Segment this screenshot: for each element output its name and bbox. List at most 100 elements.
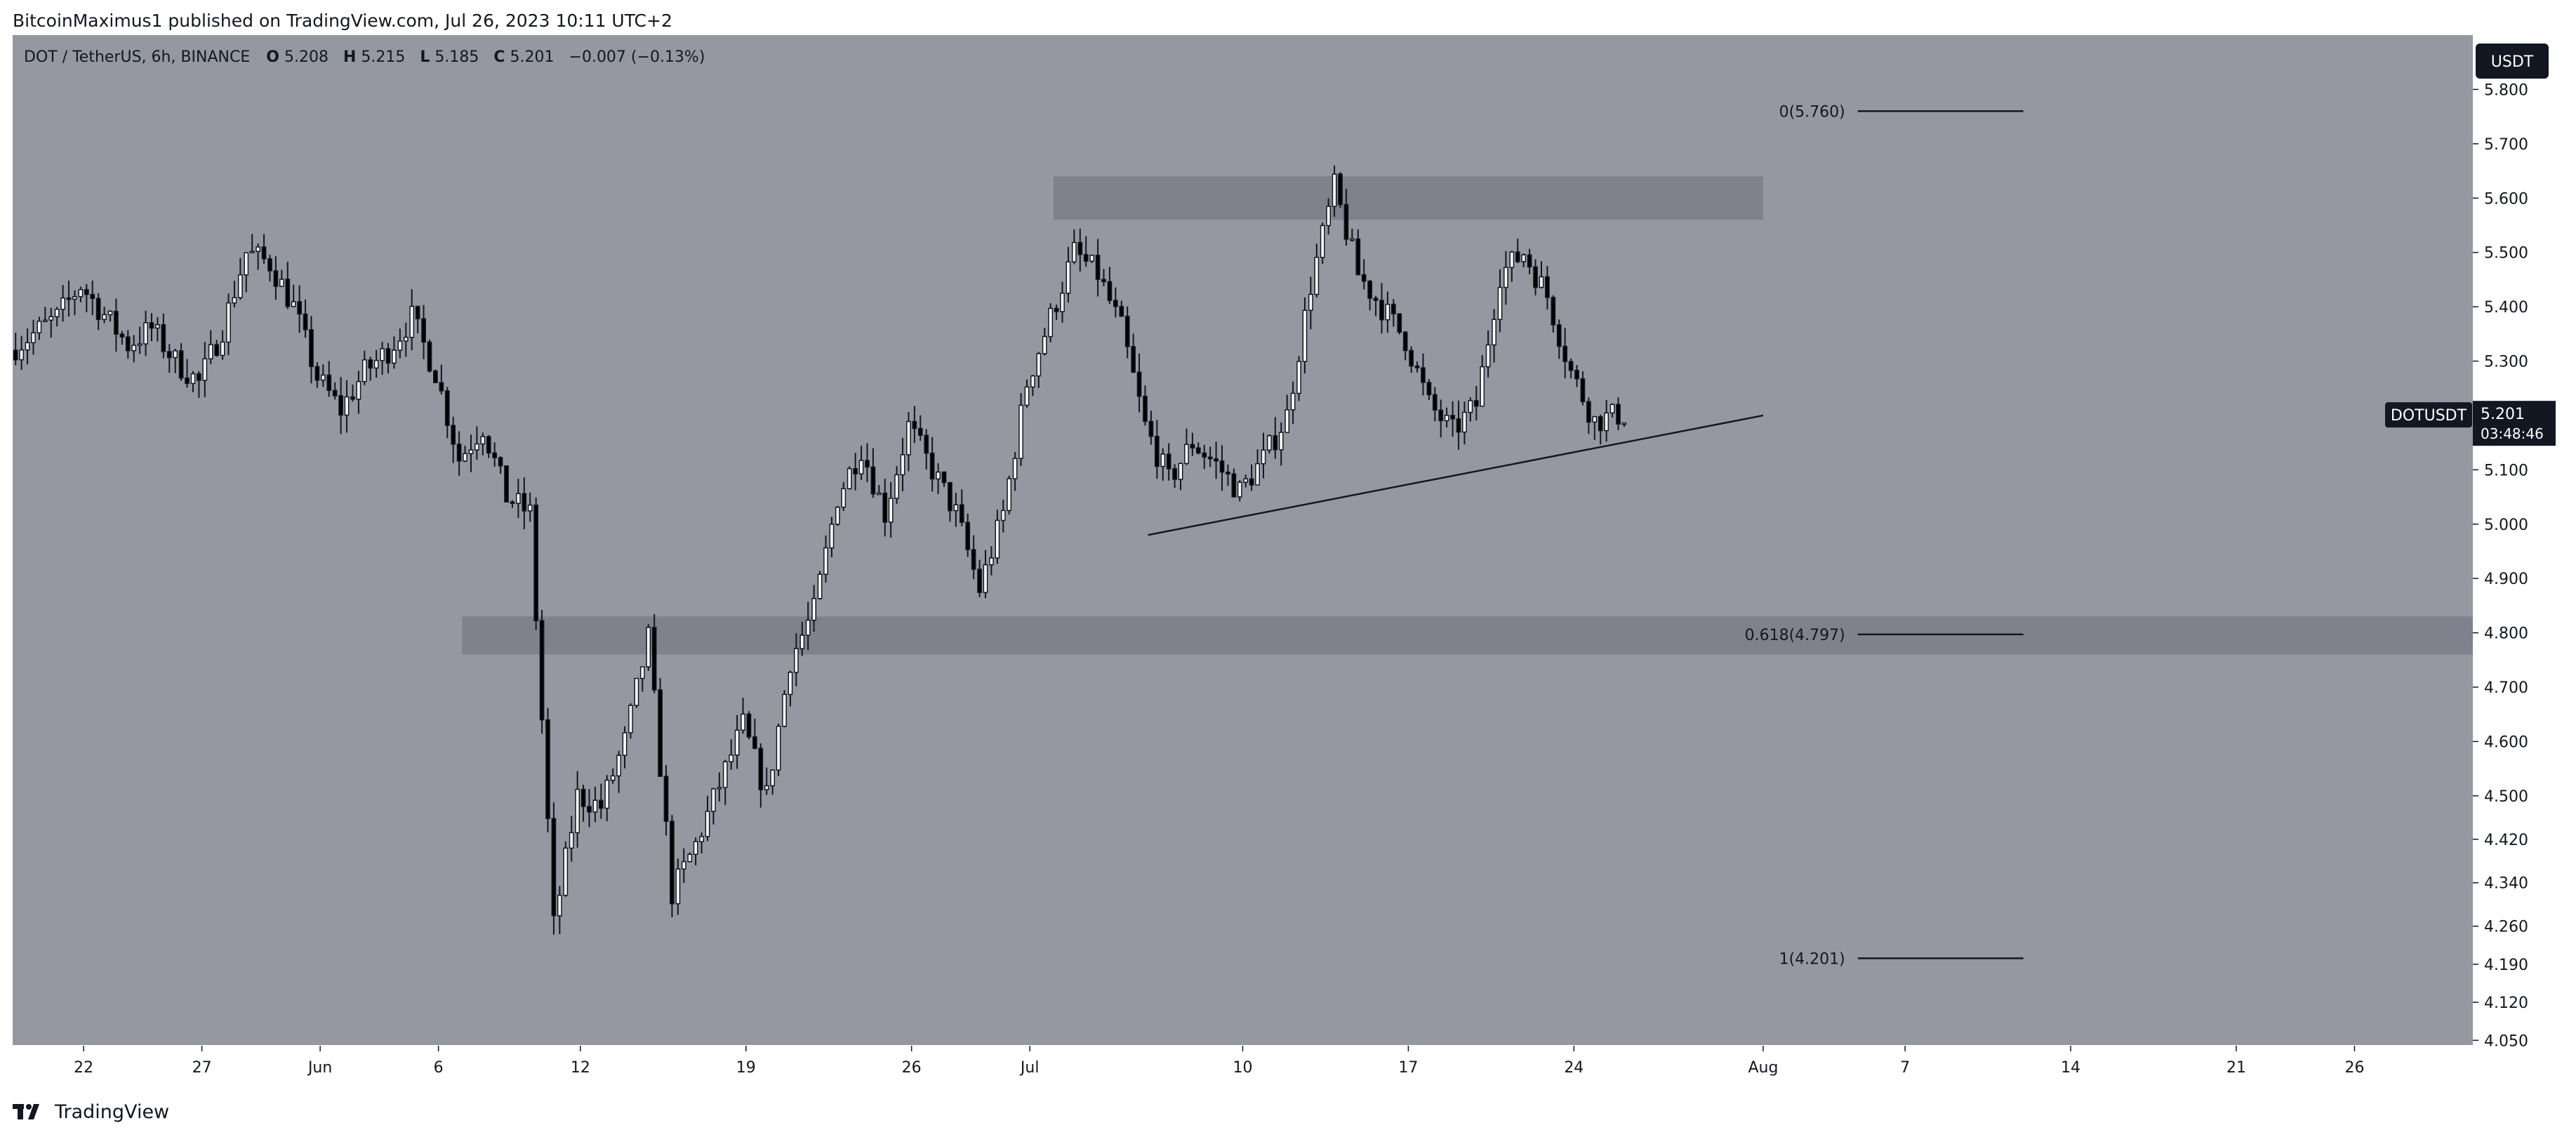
candle-up — [42, 319, 48, 322]
candle-up — [1060, 293, 1065, 312]
candle-up — [705, 811, 710, 837]
candle-up — [232, 297, 237, 304]
candle-up — [1243, 478, 1249, 483]
y-axis-tick-label: 4.900 — [2484, 571, 2528, 588]
candle-up — [646, 627, 651, 667]
candle-down — [486, 436, 491, 454]
candle-down — [303, 313, 308, 331]
candle-up — [888, 498, 894, 523]
candle-down — [1473, 400, 1479, 407]
legend-high: 5.215 — [361, 48, 405, 66]
candle-down — [948, 481, 952, 512]
candle-up — [1089, 254, 1095, 262]
candle-up — [1468, 400, 1473, 413]
candle-up — [1065, 261, 1071, 294]
candle-up — [54, 308, 60, 318]
chart-canvas[interactable]: 0(5.760) 0.618(4.797) 1(4.201) 5.800 5.700 5… — [0, 35, 2576, 1095]
candle-down — [326, 374, 332, 392]
resistance-zone — [1053, 176, 1763, 220]
candle-down — [1527, 254, 1532, 267]
candle-up — [25, 342, 30, 351]
candle-up — [1072, 241, 1077, 262]
y-axis-tick-label: 4.050 — [2484, 1032, 2528, 1050]
candle-up — [1621, 422, 1627, 425]
candle-down — [1119, 305, 1124, 317]
candle-up — [794, 648, 799, 673]
y-axis-tick-label: 5.100 — [2484, 462, 2528, 479]
y-axis-tick-label: 5.800 — [2484, 81, 2528, 99]
candle-up — [989, 557, 994, 566]
candle-down — [865, 460, 870, 468]
candle-down — [1456, 418, 1461, 433]
candle-down — [539, 620, 545, 721]
candle-up — [463, 453, 467, 462]
candle-up — [1485, 344, 1491, 368]
y-axis-tick-label: 5.600 — [2484, 190, 2528, 208]
x-axis-tick-label: 12 — [571, 1059, 590, 1077]
candle-up — [202, 358, 208, 381]
candle-up — [563, 847, 569, 896]
candle-up — [1604, 412, 1609, 432]
candle-down — [853, 468, 858, 474]
price-chart[interactable]: 0(5.760) 0.618(4.797) 1(4.201) 5.800 5.700 5… — [0, 35, 2576, 1095]
candle-up — [1509, 251, 1515, 268]
footer: TradingView — [13, 1096, 169, 1127]
price-axis[interactable] — [2473, 35, 2576, 1095]
candle-up — [1302, 310, 1308, 362]
candle-up — [817, 573, 823, 599]
candle-down — [309, 329, 314, 368]
candle-down — [917, 427, 923, 436]
candle-down — [273, 270, 279, 287]
candle-down — [1533, 266, 1538, 288]
candle-up — [238, 274, 243, 298]
candle-down — [1450, 415, 1455, 420]
time-axis[interactable] — [13, 1046, 2473, 1095]
candle-down — [522, 493, 527, 512]
candle-up — [639, 666, 645, 679]
candle-up — [1237, 481, 1242, 498]
candle-down — [504, 465, 509, 503]
candle-up — [31, 332, 36, 343]
x-axis-tick-label: Jun — [307, 1059, 332, 1077]
y-axis-tick-label: 4.120 — [2484, 995, 2528, 1012]
candle-down — [959, 504, 964, 523]
price-tag-price: 5.201 — [2481, 406, 2525, 423]
candle-up — [1308, 293, 1313, 311]
candle-up — [1012, 458, 1018, 479]
candle-down — [663, 776, 669, 822]
candle-up — [1018, 404, 1023, 459]
candle-down — [1054, 307, 1059, 312]
candle-up — [1326, 206, 1332, 227]
candle-up — [995, 519, 1000, 559]
candle-down — [1545, 276, 1550, 298]
candle-up — [468, 449, 474, 454]
candle-up — [403, 336, 409, 342]
candle-down — [977, 568, 982, 593]
candle-down — [1190, 444, 1195, 448]
candle-up — [1160, 453, 1166, 467]
candle-up — [616, 754, 621, 777]
candle-down — [13, 350, 18, 361]
candle-up — [1539, 276, 1544, 288]
ascending-support-trendline — [1148, 414, 1764, 536]
candle-down — [1226, 471, 1230, 474]
candle-up — [557, 894, 562, 917]
candle-up — [900, 454, 905, 476]
candle-down — [90, 293, 95, 299]
candle-up — [699, 836, 704, 842]
candle-up — [805, 619, 811, 636]
candle-up — [1030, 375, 1035, 388]
x-axis-tick-label: 19 — [736, 1059, 756, 1077]
candle-up — [1184, 444, 1189, 465]
candle-up — [291, 301, 296, 307]
price-tag-symbol: DOTUSDT — [2391, 407, 2467, 425]
candle-up — [48, 316, 54, 321]
candle-down — [1551, 297, 1556, 326]
candle-down — [125, 336, 131, 352]
currency-button[interactable]: USDT — [2476, 44, 2549, 79]
candle-down — [1616, 404, 1621, 425]
legend-symbol: DOT / TetherUS, 6h, BINANCE — [24, 48, 250, 66]
fib-level-label: 1(4.201) — [1779, 950, 1845, 968]
candle-down — [1580, 378, 1586, 403]
candle-down — [114, 310, 119, 335]
